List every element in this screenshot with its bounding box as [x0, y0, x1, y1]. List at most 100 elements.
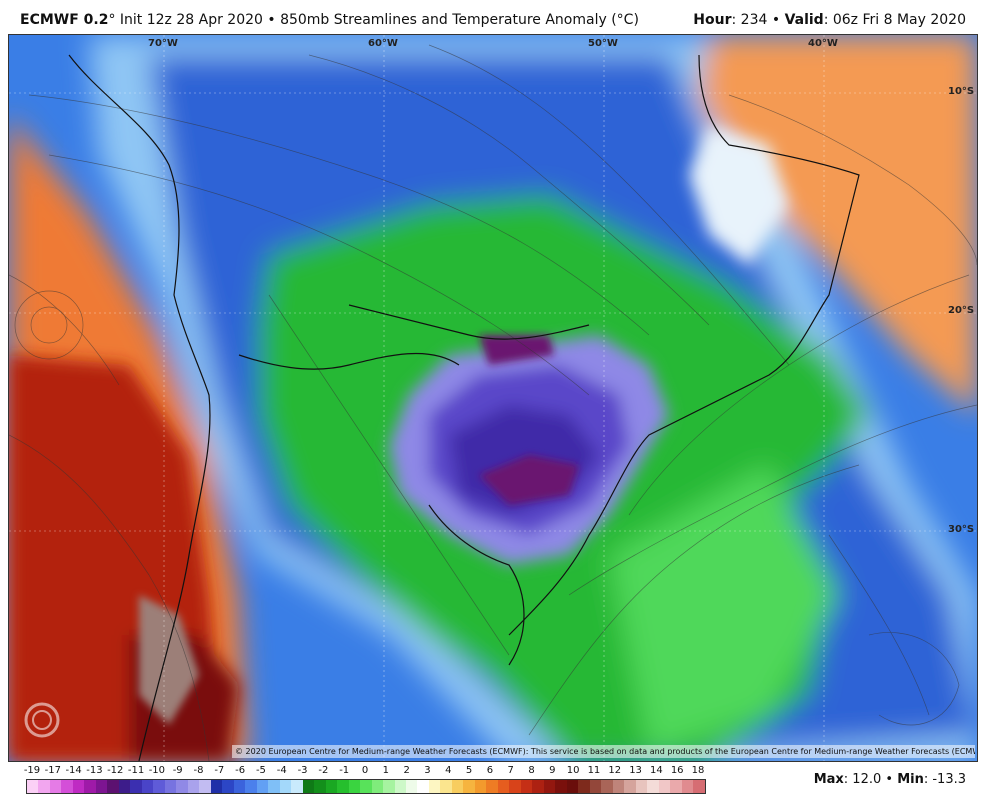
legend-tick-label: -3: [297, 765, 308, 776]
legend-swatch: [394, 780, 406, 793]
legend-swatch: [578, 780, 590, 793]
header: ECMWF 0.2° Init 12z 28 Apr 2020 • 850mb …: [0, 0, 984, 36]
legend-swatch: [681, 780, 694, 793]
legend-color-bar: [26, 779, 706, 794]
color-legend: -19 -17 -14 -13 -12 -11 -10 -9 -8 -7 -6 -5 -4 -3 -2 -1 0…: [20, 762, 710, 802]
legend-swatch: [27, 780, 39, 793]
legend-swatch: [141, 780, 154, 793]
legend-tick-label: 1: [382, 765, 389, 776]
legend-swatch: [693, 780, 705, 793]
legend-tick-label: 2: [403, 765, 410, 776]
copyright-notice: © 2020 European Centre for Medium-range …: [232, 745, 975, 758]
hour-value: : 234 •: [731, 12, 785, 28]
legend-swatch: [314, 780, 326, 793]
legend-swatch: [348, 780, 361, 793]
legend-tick-label: -11: [127, 765, 145, 776]
model-name: ECMWF 0.2: [20, 12, 109, 28]
legend-tick-label: 16: [670, 765, 684, 776]
legend-swatch: [371, 780, 384, 793]
legend-tick-label: -4: [276, 765, 287, 776]
legend-swatch: [417, 780, 429, 793]
legend-swatch: [635, 780, 648, 793]
legend-swatch: [360, 780, 372, 793]
max-label: Max: [813, 772, 844, 787]
valid-time: Hour: 234 • Valid: 06z Fri 8 May 2020: [693, 12, 966, 28]
legend-swatch: [601, 780, 613, 793]
legend-swatch: [463, 780, 475, 793]
valid-value: : 06z Fri 8 May 2020: [823, 12, 966, 28]
legend-tick-label: 6: [486, 765, 494, 776]
legend-tick-label: 7: [507, 765, 514, 776]
lon-label-70w: 70°W: [148, 38, 178, 49]
legend-swatch: [291, 780, 303, 793]
legend-swatch: [268, 780, 280, 793]
legend-swatch: [210, 780, 223, 793]
legend-swatch: [555, 780, 567, 793]
legend-swatch: [61, 780, 73, 793]
legend-tick-label: 13: [629, 765, 642, 776]
max-value: : 12.0 •: [843, 772, 898, 787]
weather-map[interactable]: [8, 34, 978, 762]
legend-swatch: [486, 780, 498, 793]
legend-swatch: [279, 780, 292, 793]
legend-swatch: [440, 780, 452, 793]
legend-swatch: [38, 780, 50, 793]
legend-swatch: [405, 780, 418, 793]
legend-tick-label: 9: [549, 765, 556, 776]
legend-swatch: [95, 780, 108, 793]
legend-swatch: [428, 780, 441, 793]
legend-tick-label: -12: [107, 765, 124, 776]
lon-label-40w: 40°W: [808, 38, 838, 49]
legend-swatch: [84, 780, 96, 793]
legend-swatch: [130, 780, 142, 793]
legend-tick-label: 11: [587, 765, 601, 776]
legend-tick-label: -9: [172, 765, 183, 776]
legend-swatch: [222, 780, 234, 793]
legend-swatch: [451, 780, 464, 793]
legend-tick-label: 3: [424, 765, 431, 776]
lon-label-60w: 60°W: [368, 38, 398, 49]
min-label: Min: [897, 772, 924, 787]
legend-tick-label: 4: [445, 765, 452, 776]
legend-swatch: [187, 780, 200, 793]
lat-label-20s: 20°S: [948, 305, 975, 316]
legend-swatch: [245, 780, 257, 793]
legend-tick-label: -1: [339, 765, 350, 776]
legend-tick-label: -17: [44, 765, 61, 776]
legend-swatch: [199, 780, 211, 793]
legend-swatch: [543, 780, 556, 793]
legend-swatch: [509, 780, 521, 793]
legend-tick-label: -13: [86, 765, 103, 776]
legend-swatch: [325, 780, 338, 793]
legend-tick-label: -8: [193, 765, 204, 776]
lon-label-50w: 50°W: [588, 38, 618, 49]
legend-tick-label: 10: [566, 765, 580, 776]
map-canvas: [9, 35, 977, 761]
legend-swatch: [49, 780, 62, 793]
legend-swatch: [176, 780, 188, 793]
legend-swatch: [153, 780, 165, 793]
valid-label: Valid: [784, 12, 824, 28]
legend-tick-label: -7: [214, 765, 225, 776]
legend-tick-label: -19: [23, 765, 41, 776]
min-value: : -13.3: [923, 772, 966, 787]
weatherbell-logo-icon: [22, 700, 112, 740]
legend-swatch: [566, 780, 579, 793]
legend-swatch: [532, 780, 544, 793]
legend-swatch: [72, 780, 85, 793]
legend-swatch: [302, 780, 315, 793]
legend-swatch: [520, 780, 533, 793]
legend-swatch: [233, 780, 246, 793]
legend-swatch: [118, 780, 131, 793]
lat-label-10s: 10°S: [948, 86, 975, 97]
legend-swatch: [256, 780, 269, 793]
legend-tick-label: -14: [65, 765, 82, 776]
legend-swatch: [670, 780, 682, 793]
legend-swatch: [383, 780, 395, 793]
legend-tick-label: -6: [235, 765, 246, 776]
legend-tick-label: 0: [361, 765, 369, 776]
legend-swatch: [107, 780, 119, 793]
legend-labels: -19 -17 -14 -13 -12 -11 -10 -9 -8 -7 -6 -5 -4 -3 -2 -1 0…: [20, 762, 710, 778]
legend-tick-label: -2: [318, 765, 329, 776]
legend-tick-label: 12: [608, 765, 622, 776]
